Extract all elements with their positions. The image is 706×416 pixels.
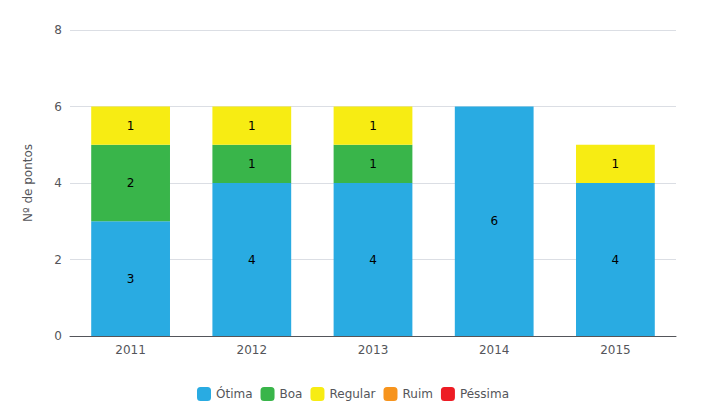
svg-text:2011: 2011 bbox=[115, 343, 146, 357]
svg-text:Ótima: Ótima bbox=[216, 386, 253, 401]
svg-text:2: 2 bbox=[54, 253, 62, 267]
svg-text:8: 8 bbox=[54, 23, 62, 37]
svg-text:4: 4 bbox=[612, 253, 620, 267]
svg-text:1: 1 bbox=[612, 157, 620, 171]
svg-text:4: 4 bbox=[369, 253, 377, 267]
svg-text:4: 4 bbox=[54, 176, 62, 190]
svg-text:2013: 2013 bbox=[358, 343, 389, 357]
svg-text:Nº de pontos: Nº de pontos bbox=[21, 144, 35, 222]
svg-text:2: 2 bbox=[127, 176, 135, 190]
svg-text:6: 6 bbox=[54, 100, 62, 114]
svg-text:1: 1 bbox=[248, 157, 256, 171]
svg-text:4: 4 bbox=[248, 253, 256, 267]
svg-text:1: 1 bbox=[248, 119, 256, 133]
svg-text:Ruim: Ruim bbox=[402, 387, 432, 401]
svg-text:3: 3 bbox=[127, 272, 135, 286]
svg-text:2012: 2012 bbox=[237, 343, 268, 357]
svg-text:Boa: Boa bbox=[280, 387, 303, 401]
svg-text:1: 1 bbox=[369, 119, 377, 133]
svg-text:1: 1 bbox=[127, 119, 135, 133]
svg-text:Regular: Regular bbox=[329, 387, 375, 401]
svg-text:0: 0 bbox=[54, 329, 62, 343]
svg-text:2015: 2015 bbox=[600, 343, 631, 357]
svg-text:2014: 2014 bbox=[479, 343, 510, 357]
svg-text:1: 1 bbox=[369, 157, 377, 171]
svg-text:6: 6 bbox=[490, 214, 498, 228]
svg-text:Péssima: Péssima bbox=[460, 387, 509, 401]
